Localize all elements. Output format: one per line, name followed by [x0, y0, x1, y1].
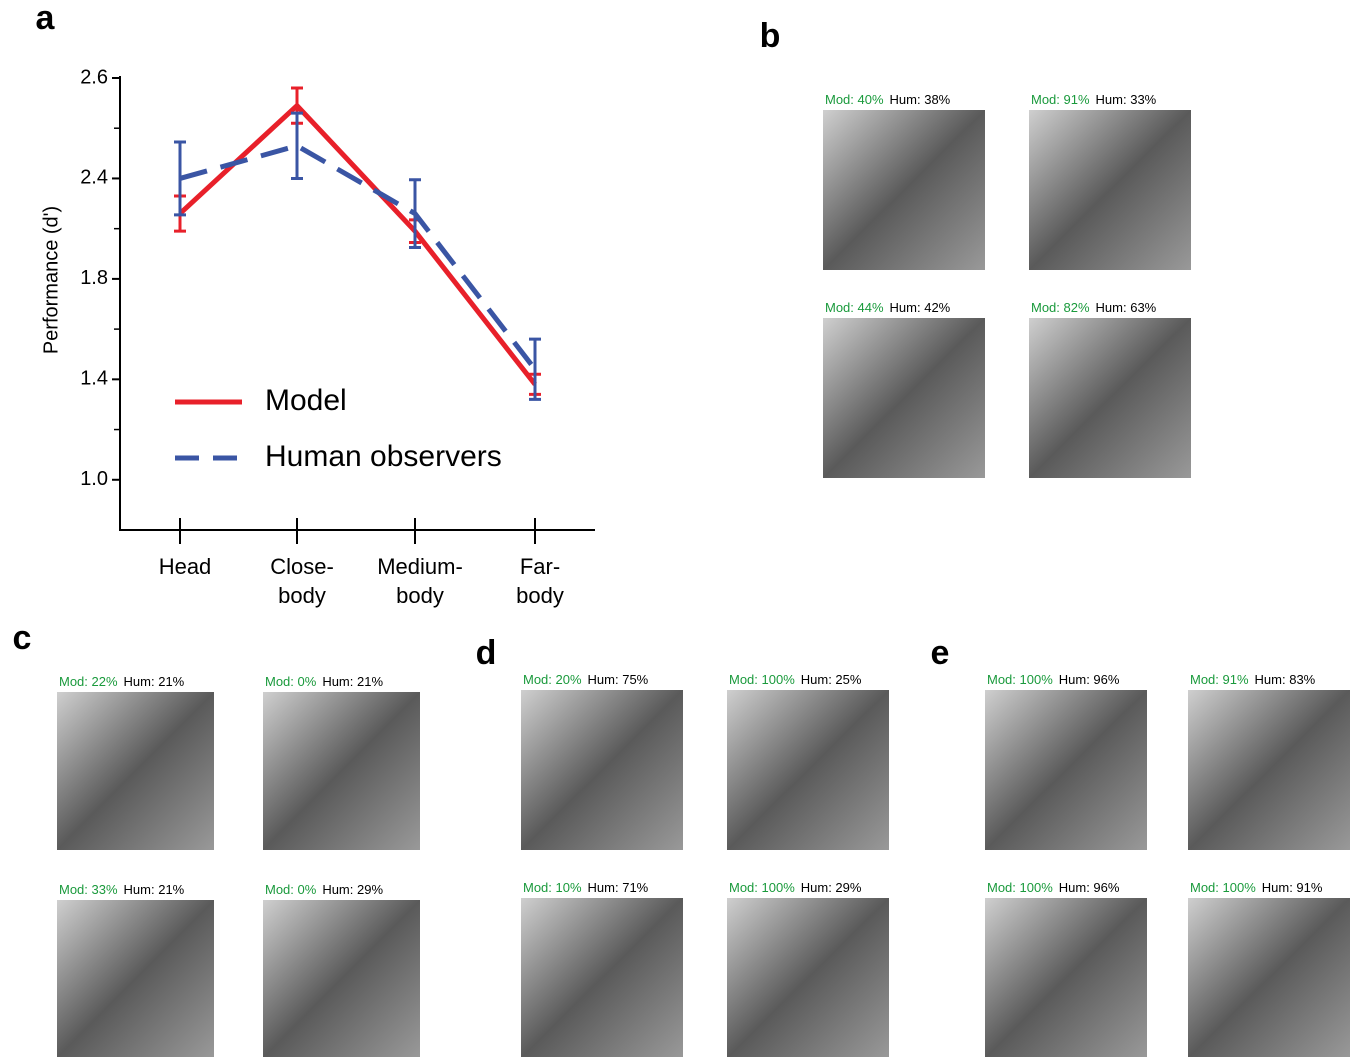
caption: Mod: 100% Hum: 29%: [729, 880, 861, 895]
model-score: Mod: 100%: [987, 880, 1053, 895]
human-score: Hum: 29%: [322, 882, 383, 897]
y-tick-label: 2.4: [80, 167, 108, 189]
caption: Mod: 91% Hum: 83%: [1190, 672, 1315, 687]
photo: [521, 690, 683, 850]
human-score: Hum: 29%: [801, 880, 862, 895]
human-score: Hum: 33%: [1096, 92, 1157, 107]
panel-label: d: [476, 634, 497, 672]
caption: Mod: 20% Hum: 75%: [523, 672, 648, 687]
panel-label: b: [760, 17, 781, 55]
photo: [263, 692, 420, 850]
series-line: [180, 146, 535, 369]
error-bar: [529, 339, 541, 399]
photo: [823, 318, 985, 478]
human-score: Hum: 63%: [1096, 300, 1157, 315]
model-score: Mod: 10%: [523, 880, 582, 895]
photo: [727, 690, 889, 850]
model-score: Mod: 82%: [1031, 300, 1090, 315]
human-score: Hum: 21%: [124, 674, 185, 689]
model-score: Mod: 22%: [59, 674, 118, 689]
figure: a Performance (d') 1.0 1.4 1.8 2.4 2.6 Model H…: [0, 0, 1351, 1057]
human-score: Hum: 25%: [801, 672, 862, 687]
human-score: Hum: 42%: [890, 300, 951, 315]
model-score: Mod: 0%: [265, 882, 316, 897]
photo: [985, 898, 1147, 1057]
photo: [1188, 690, 1350, 850]
human-score: Hum: 71%: [588, 880, 649, 895]
caption: Mod: 100% Hum: 96%: [987, 880, 1119, 895]
caption: Mod: 44% Hum: 42%: [825, 300, 950, 315]
caption: Mod: 100% Hum: 96%: [987, 672, 1119, 687]
legend-label: Human observers: [265, 440, 502, 473]
series-line: [180, 106, 535, 385]
y-tick-label: 1.4: [80, 368, 108, 390]
photo: [263, 900, 420, 1057]
caption: Mod: 100% Hum: 25%: [729, 672, 861, 687]
caption: Mod: 100% Hum: 91%: [1190, 880, 1322, 895]
panel-label: c: [13, 619, 32, 657]
human-score: Hum: 21%: [322, 674, 383, 689]
model-score: Mod: 100%: [1190, 880, 1256, 895]
x-tick-label: Far- body: [470, 552, 610, 610]
panel-label: e: [931, 634, 950, 672]
human-score: Hum: 38%: [890, 92, 951, 107]
photo: [1188, 898, 1350, 1057]
photo: [1029, 110, 1191, 270]
x-tick-label: Medium- body: [350, 552, 490, 610]
legend-label: Model: [265, 384, 347, 417]
caption: Mod: 40% Hum: 38%: [825, 92, 950, 107]
caption: Mod: 0% Hum: 29%: [265, 882, 383, 897]
photo: [1029, 318, 1191, 478]
y-tick-label: 1.0: [80, 468, 108, 490]
model-score: Mod: 20%: [523, 672, 582, 687]
human-score: Hum: 83%: [1255, 672, 1316, 687]
caption: Mod: 22% Hum: 21%: [59, 674, 184, 689]
photo: [57, 900, 214, 1057]
human-score: Hum: 21%: [124, 882, 185, 897]
model-score: Mod: 100%: [729, 672, 795, 687]
model-score: Mod: 100%: [987, 672, 1053, 687]
model-score: Mod: 91%: [1190, 672, 1249, 687]
human-score: Hum: 75%: [588, 672, 649, 687]
y-tick-label: 2.6: [80, 66, 108, 88]
chart: a Performance (d') 1.0 1.4 1.8 2.4 2.6 Model H…: [0, 0, 1351, 1057]
model-score: Mod: 100%: [729, 880, 795, 895]
panel-label: a: [36, 0, 56, 37]
caption: Mod: 82% Hum: 63%: [1031, 300, 1156, 315]
caption: Mod: 0% Hum: 21%: [265, 674, 383, 689]
caption: Mod: 10% Hum: 71%: [523, 880, 648, 895]
human-score: Hum: 91%: [1262, 880, 1323, 895]
photo: [521, 898, 683, 1057]
model-score: Mod: 44%: [825, 300, 884, 315]
caption: Mod: 91% Hum: 33%: [1031, 92, 1156, 107]
human-score: Hum: 96%: [1059, 672, 1120, 687]
y-tick-label: 1.8: [80, 267, 108, 289]
y-axis-label: Performance (d'): [40, 206, 62, 354]
human-score: Hum: 96%: [1059, 880, 1120, 895]
photo: [985, 690, 1147, 850]
caption: Mod: 33% Hum: 21%: [59, 882, 184, 897]
model-score: Mod: 0%: [265, 674, 316, 689]
model-score: Mod: 91%: [1031, 92, 1090, 107]
photo: [57, 692, 214, 850]
model-score: Mod: 33%: [59, 882, 118, 897]
photo: [823, 110, 985, 270]
model-score: Mod: 40%: [825, 92, 884, 107]
photo: [727, 898, 889, 1057]
